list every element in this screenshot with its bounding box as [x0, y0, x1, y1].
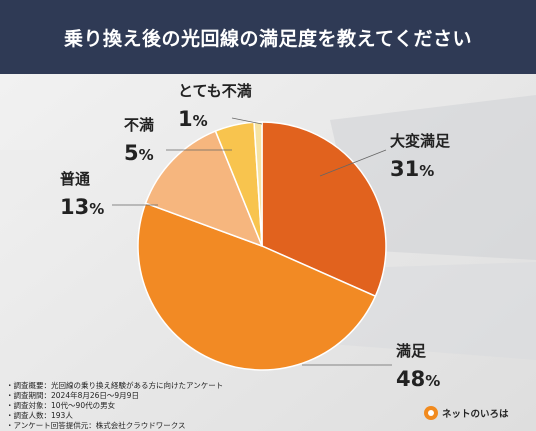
note-line: ・調査対象：10代〜90代の男女: [6, 401, 116, 410]
pie-slice: [137, 202, 377, 371]
logo-text: ネットのいろは: [442, 409, 509, 420]
category-label: 普通: [60, 170, 90, 188]
leader-line: [231, 117, 263, 125]
pie-slice: [261, 121, 387, 298]
percent-label: 31%: [390, 157, 434, 181]
percent-label: 5%: [124, 141, 154, 165]
leader-line: [319, 149, 387, 177]
pie-slice: [144, 130, 264, 248]
note-line: ・調査人数：193人: [6, 411, 73, 420]
category-label: 不満: [124, 116, 154, 134]
category-label: 満足: [396, 342, 427, 360]
note-line: ・調査期間：2024年8月26日〜9月9日: [6, 391, 139, 400]
category-label: 大変満足: [390, 132, 451, 150]
survey-notes: ・調査概要：光回線の乗り換え経験がある方に向けたアンケート ・調査期間：2024…: [6, 381, 223, 431]
page-title: 乗り換え後の光回線の満足度を教えてください: [64, 27, 472, 50]
note-line: ・アンケート回答提供元：株式会社クラウドワークス: [6, 421, 186, 430]
note-line: ・調査概要：光回線の乗り換え経験がある方に向けたアンケート: [6, 381, 224, 390]
category-label: とても不満: [178, 82, 252, 100]
brand-logo: ネットのいろは: [424, 404, 509, 422]
percent-label: 1%: [178, 107, 208, 131]
percent-label: 48%: [396, 367, 440, 391]
percent-label: 13%: [60, 195, 104, 219]
title-bar: 乗り換え後の光回線の満足度を教えてください: [0, 0, 536, 74]
logo-mark-icon: [424, 406, 438, 420]
